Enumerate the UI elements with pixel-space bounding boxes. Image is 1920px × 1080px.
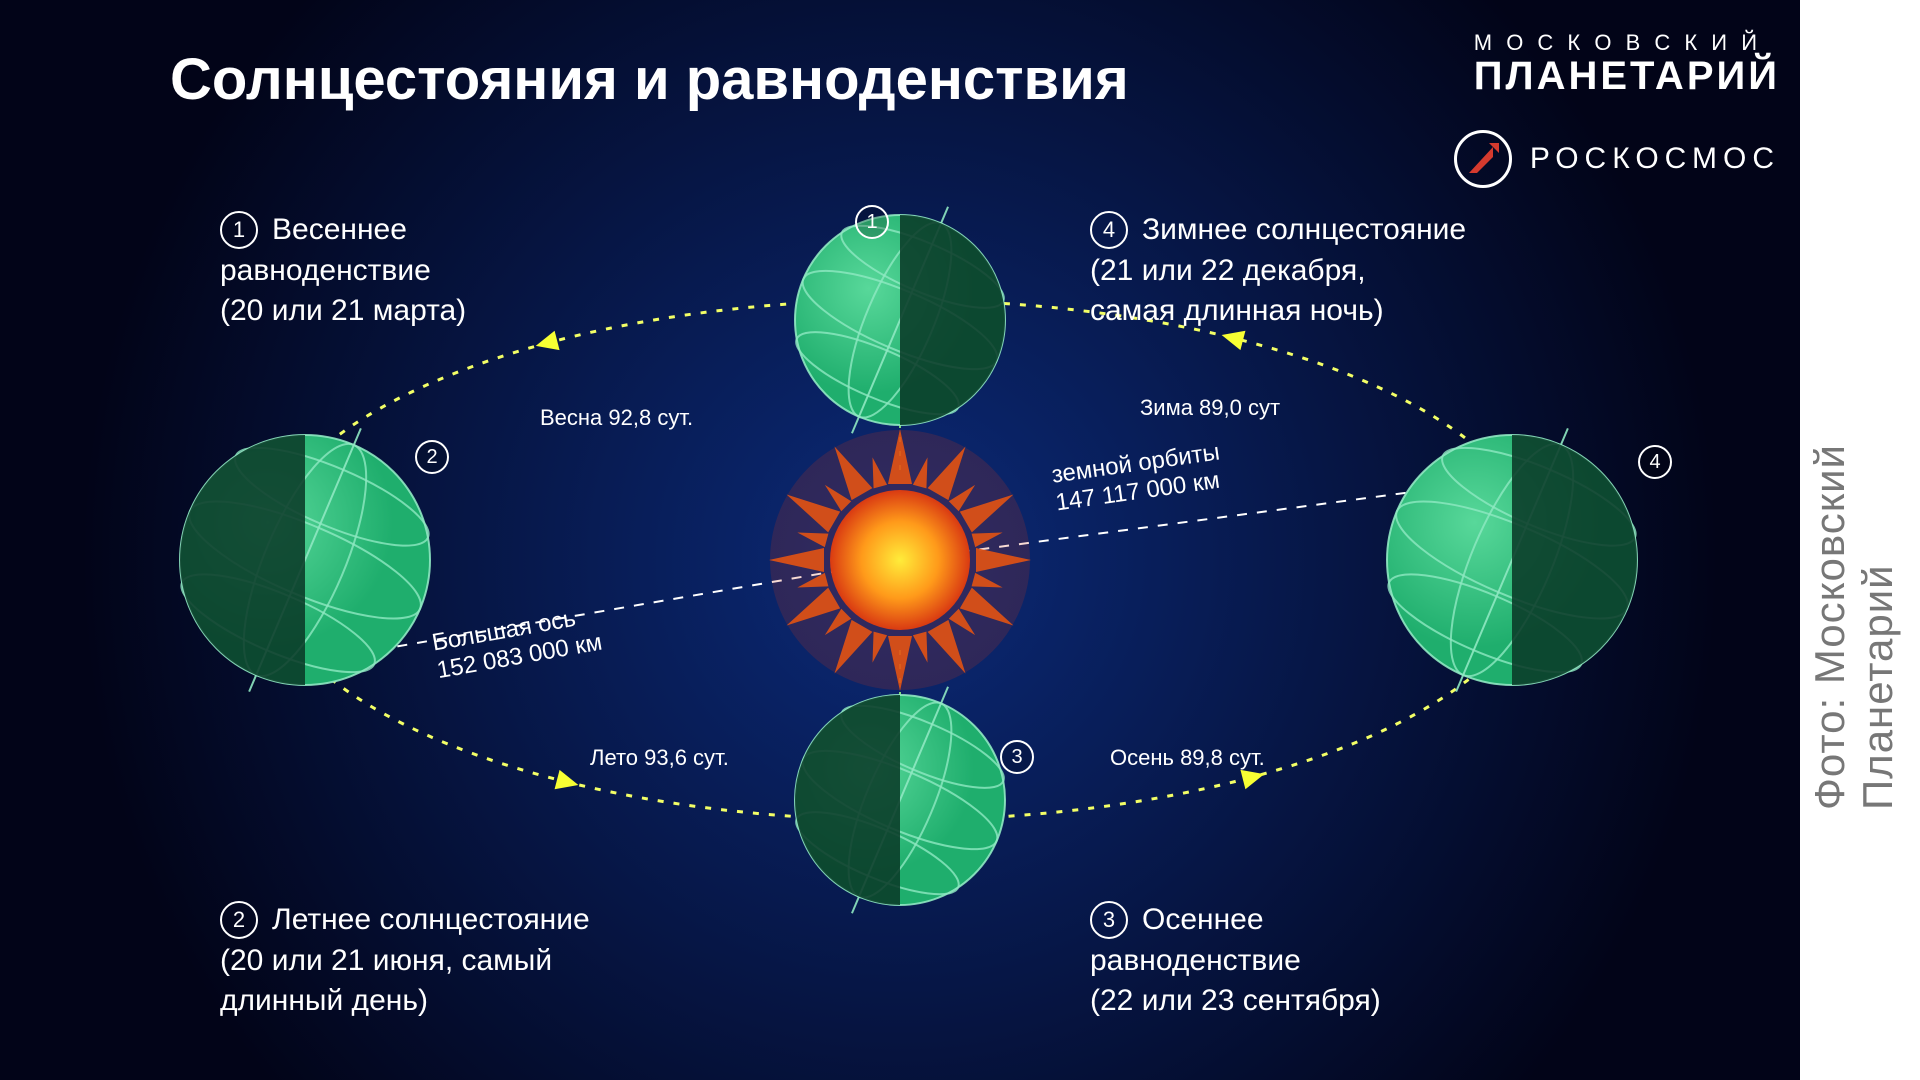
planetarium-logo: М О С К О В С К И Й ПЛАНЕТАРИЙ	[1474, 30, 1780, 99]
planetarium-logo-small: М О С К О В С К И Й	[1474, 30, 1780, 56]
season-label-2: Лето 93,6 сут.	[590, 745, 729, 771]
season-label-3: Осень 89,8 сут.	[1110, 745, 1265, 771]
earth-marker-1: 1	[855, 205, 889, 239]
roscosmos-logo: РОСКОСМОС	[1454, 130, 1780, 188]
roscosmos-arrow-icon	[1454, 130, 1512, 188]
roscosmos-label: РОСКОСМОС	[1530, 142, 1780, 176]
earth-marker-2: 2	[415, 440, 449, 474]
photo-credit: Фото: Московский Планетарий	[1806, 270, 1902, 810]
stage: Солнцестояния и равноденствия М О С К О …	[0, 0, 1920, 1080]
caption-2: 2Летнее солнцестояние(20 или 21 июня, са…	[220, 900, 590, 1022]
planetarium-logo-big: ПЛАНЕТАРИЙ	[1474, 54, 1780, 99]
season-label-0: Весна 92,8 сут.	[540, 405, 693, 431]
earth-marker-4: 4	[1638, 445, 1672, 479]
caption-1: 1Весеннееравноденствие(20 или 21 марта)	[220, 210, 466, 332]
page-title: Солнцестояния и равноденствия	[170, 46, 1129, 113]
caption-3: 3Осеннееравноденствие(22 или 23 сентября…	[1090, 900, 1381, 1022]
season-label-1: Зима 89,0 сут	[1140, 395, 1280, 421]
caption-4: 4Зимнее солнцестояние(21 или 22 декабря,…	[1090, 210, 1466, 332]
earth-marker-3: 3	[1000, 740, 1034, 774]
